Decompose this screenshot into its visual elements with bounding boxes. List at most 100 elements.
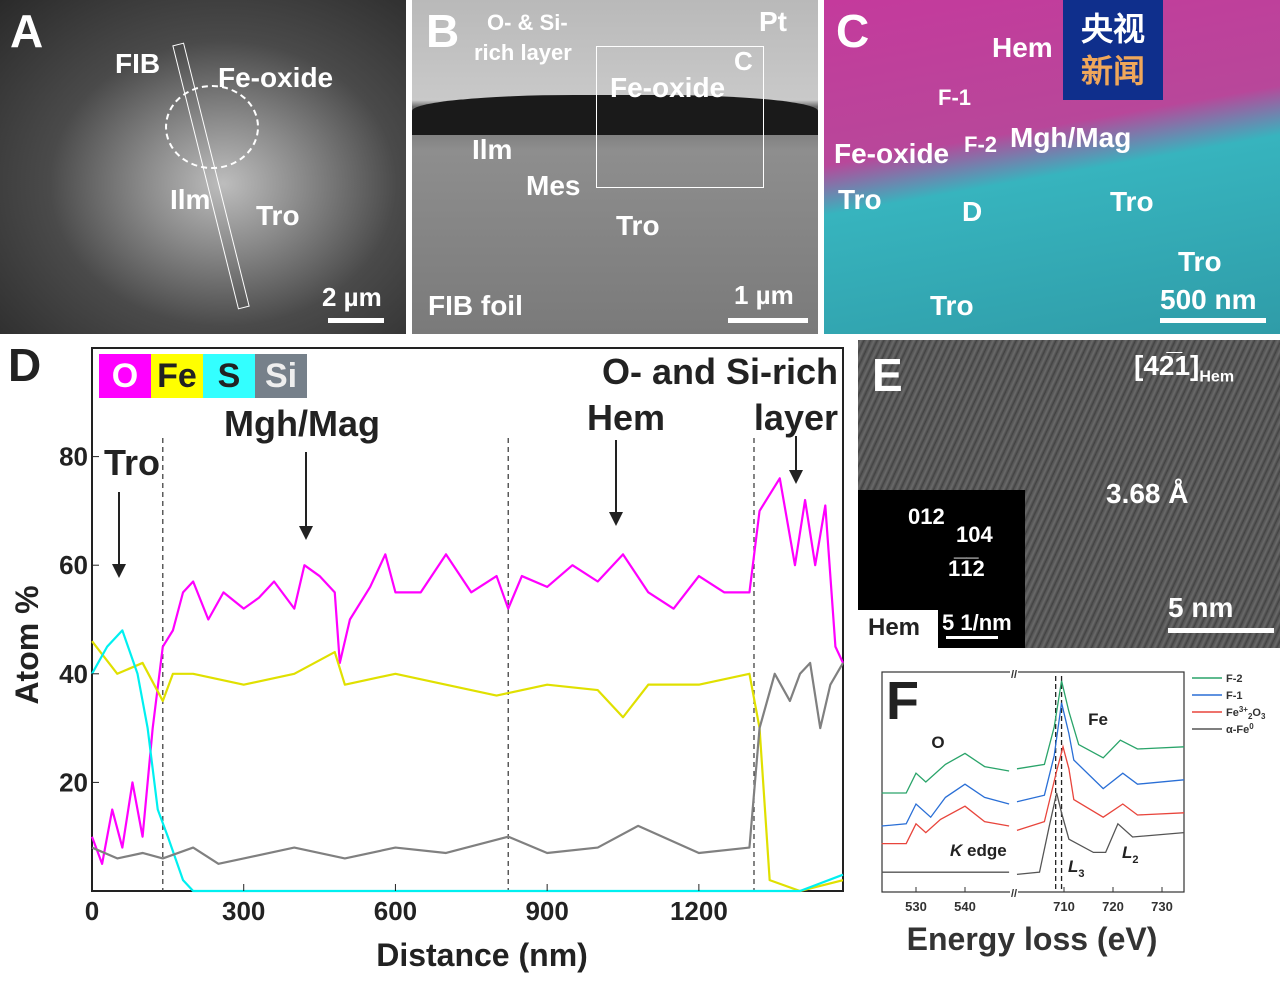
spectrum-o-0 <box>881 752 1010 794</box>
zone-axis: [42̅1]Hem <box>1134 350 1234 387</box>
legend-o: O <box>99 354 151 398</box>
label-tro: Tro <box>838 184 882 215</box>
label-fe-oxide: Fe-oxide <box>834 138 950 169</box>
annotation-o-si-rich: O- and Si-rich <box>602 351 838 392</box>
spot-label: 012 <box>908 504 945 529</box>
legend-si: Si <box>255 354 307 398</box>
scale-bar-label: 5 nm <box>1168 592 1234 623</box>
annotation-k-edge: K edge <box>950 841 1007 860</box>
arrow-head <box>112 564 126 578</box>
region-c-box <box>596 46 764 188</box>
annotation-layer: layer <box>754 397 838 438</box>
label-pt: Pt <box>759 6 787 37</box>
y-axis-label: Atom % <box>9 585 45 704</box>
inset-scale-label: 5 1/nm <box>942 610 1012 635</box>
panel-letter: B <box>426 5 460 57</box>
label-rich-layer: rich layer <box>474 40 572 65</box>
zone-axis-phase: Hem <box>1199 368 1235 386</box>
panel-e-hrtem-image: E [42̅1]Hem 3.68 Å 5 nm 012 104 1̅1̅2 He… <box>858 340 1280 648</box>
logo-line2: 新闻 <box>1080 53 1145 89</box>
series-line-o <box>90 477 844 865</box>
label-tro: Tro <box>616 210 660 241</box>
spectrum-o-1 <box>881 783 1010 827</box>
x-tick-label: 600 <box>374 896 417 926</box>
label-o-si: O- & Si- <box>487 10 568 35</box>
diffraction-inset: 012 104 1̅1̅2 Hem 5 1/nm <box>858 490 1025 648</box>
annotation-hem: Hem <box>587 397 665 438</box>
label-mes: Mes <box>526 170 581 201</box>
scale-bar <box>728 318 808 323</box>
y-tick-label: 80 <box>59 442 88 472</box>
spot-label: 1̅1̅2 <box>948 556 985 581</box>
x-tick-label: 530 <box>905 899 927 914</box>
label-d: D <box>962 196 983 227</box>
inset-scale-bar <box>946 636 998 639</box>
series-line-si <box>91 661 844 865</box>
spectrum-fe-2 <box>1016 744 1185 832</box>
zone-axis-index: [42̅1] <box>1134 350 1200 381</box>
label-fib: FIB <box>115 48 161 79</box>
y-tick-label: 60 <box>59 550 88 580</box>
label-fe-oxide: Fe-oxide <box>218 62 334 93</box>
x-tick-label: 710 <box>1053 899 1075 914</box>
x-tick-label: 720 <box>1102 899 1124 914</box>
scale-bar <box>1168 628 1274 633</box>
spectrum-fe-3 <box>1016 792 1185 876</box>
logo-line1: 央视 <box>1080 11 1145 47</box>
arrow-head <box>789 470 803 484</box>
label-c: C <box>734 46 753 76</box>
scale-bar-label: 2 µm <box>322 282 382 312</box>
scale-bar <box>328 318 384 323</box>
x-tick-label: 730 <box>1151 899 1173 914</box>
annotation-o: O <box>931 733 944 752</box>
legend-label: F-1 <box>1226 690 1243 702</box>
scale-bar-label: 1 µm <box>734 280 794 310</box>
label-tro: Tro <box>930 290 974 321</box>
annotation-tro: Tro <box>104 442 160 483</box>
label-ilm: Ilm <box>472 134 513 165</box>
spot-label: 104 <box>956 522 993 547</box>
panel-letter: A <box>10 5 44 57</box>
legend-label: α-Fe0 <box>1226 722 1254 736</box>
annotation-l3: L3 <box>1068 857 1085 880</box>
label-mgh-mag: Mgh/Mag <box>1010 122 1132 153</box>
annotation-l2: L2 <box>1122 843 1139 866</box>
x-axis-label: Energy loss (eV) <box>907 921 1158 957</box>
panel-letter-d: D <box>8 339 42 391</box>
phase-label-bg <box>858 610 938 648</box>
spectrum-fe-1 <box>1016 702 1185 803</box>
annotation-mgh-mag: Mgh/Mag <box>224 403 380 444</box>
spectrum-fe-0 <box>1016 680 1185 770</box>
label-f2: F-2 <box>964 132 997 157</box>
label-tro: Tro <box>1110 186 1154 217</box>
panel-a-sem-image: A FIB Fe-oxide Ilm Tro 2 µm <box>0 0 406 334</box>
series-line-fe <box>91 640 844 893</box>
legend-s: S <box>203 354 255 398</box>
x-axis-label: Distance (nm) <box>376 937 588 973</box>
panel-letter: E <box>872 349 903 401</box>
panel-b-fib-foil-image: B O- & Si- rich layer Pt C Fe-oxide Ilm … <box>412 0 818 334</box>
series-line-s <box>91 629 844 893</box>
panel-letter-f: F <box>886 671 919 731</box>
legend-fe: Fe <box>151 354 203 398</box>
label-tro: Tro <box>256 200 300 231</box>
y-tick-label: 40 <box>59 659 88 689</box>
cctv-news-logo: 央视 新闻 <box>1063 0 1163 100</box>
scale-bar <box>1160 318 1266 323</box>
axis-break-bottom: // <box>1011 888 1017 900</box>
arrow-head <box>609 512 623 526</box>
spectrum-o-2 <box>881 805 1010 845</box>
panel-letter: C <box>836 5 870 57</box>
label-tro: Tro <box>1178 246 1222 277</box>
axis-break-gap <box>1010 668 1018 896</box>
annotation-fe: Fe <box>1088 710 1108 729</box>
label-f1: F-1 <box>938 85 971 110</box>
label-hem: Hem <box>992 32 1053 63</box>
y-tick-label: 20 <box>59 767 88 797</box>
panel-c-eds-map: C 央视 新闻 Hem F-1 F-2 Mgh/Mag Fe-oxide Tro… <box>824 0 1280 334</box>
phase-label: Hem <box>868 614 921 641</box>
label-ilm: Ilm <box>170 184 211 215</box>
dark-layer <box>412 95 818 135</box>
x-tick-label: 1200 <box>670 896 728 926</box>
legend-label: Fe3+2O3 <box>1226 705 1266 721</box>
